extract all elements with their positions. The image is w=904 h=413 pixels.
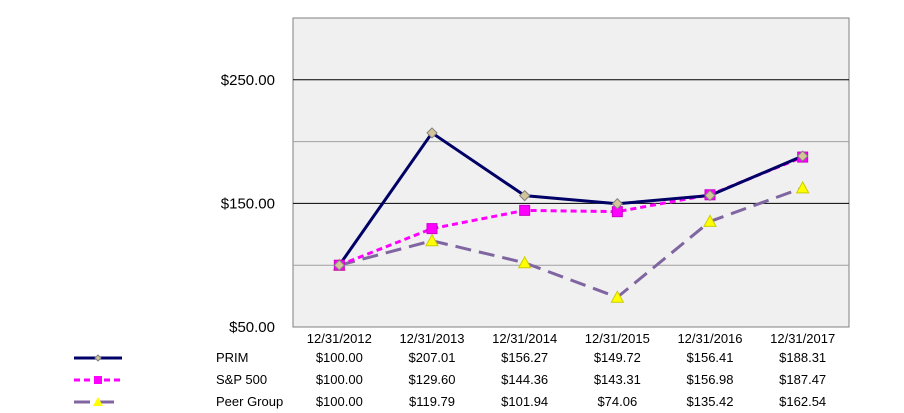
data-point-triangle (610, 290, 625, 303)
data-point-diamond (426, 127, 438, 139)
y-tick-label: $50.00 (229, 319, 275, 336)
x-category-label: 12/31/2014 (492, 331, 557, 346)
data-point-diamond (333, 259, 346, 271)
data-point-triangle (425, 233, 439, 247)
plot-area (292, 17, 850, 328)
x-category-label: 12/31/2012 (307, 331, 372, 346)
data-point-triangle (795, 180, 810, 194)
series-lines (338, 131, 804, 299)
series-line-1 (338, 155, 804, 267)
x-category-label: 12/31/2015 (585, 331, 650, 346)
y-tick-label: $150.00 (221, 195, 275, 212)
y-tick-label: $250.00 (221, 72, 275, 89)
data-point-diamond (704, 189, 716, 202)
data-point-diamond (796, 150, 809, 162)
data-point-square (519, 204, 531, 216)
data-point-triangle (517, 255, 532, 269)
y-axis-ticks: $50.00 $150.00 $250.00 (221, 72, 275, 336)
x-category-label: 12/31/2017 (770, 331, 835, 346)
data-point-diamond (518, 189, 531, 202)
series-line-0 (338, 131, 804, 267)
x-category-label: 12/31/2016 (677, 331, 742, 346)
series-markers (332, 127, 810, 303)
x-category-label: 12/31/2013 (399, 331, 464, 346)
data-point-triangle (703, 214, 717, 227)
data-point-diamond (611, 198, 624, 210)
data-point-square (426, 223, 438, 235)
x-axis-categories: 12/31/2012 12/31/2013 12/31/2014 12/31/2015… (307, 331, 835, 346)
series-line-2 (338, 186, 804, 299)
